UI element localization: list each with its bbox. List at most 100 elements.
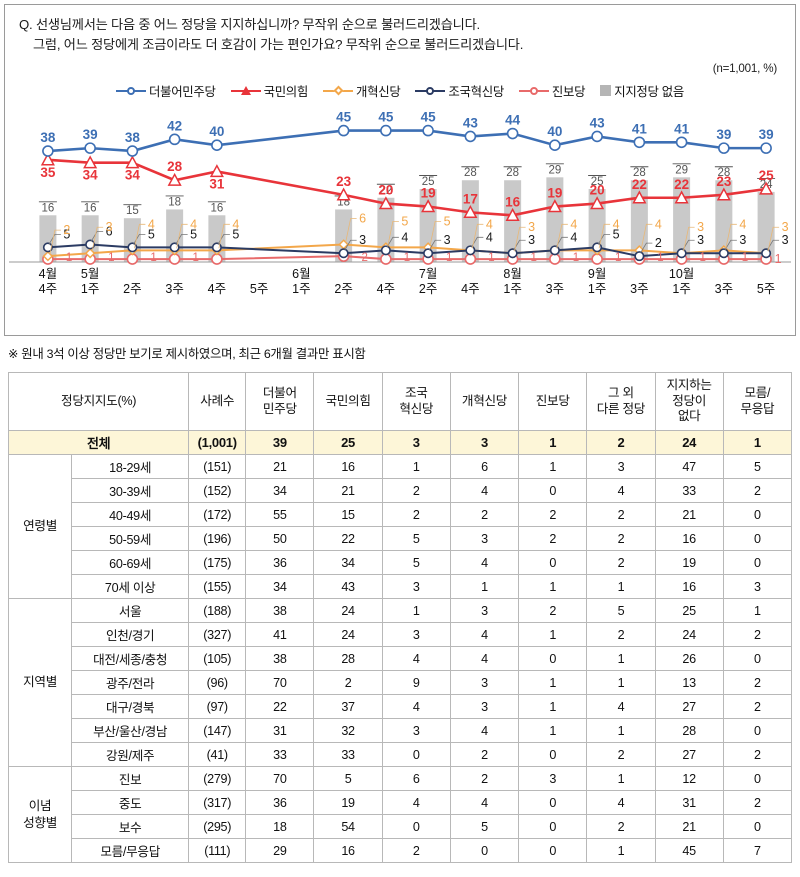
cell-value: 31 [654, 790, 724, 815]
table-body: 전체 (1,001) 39 25 3 3 1 2 24 1 연령별 18-29세 (151) 21 16 1 6… [7, 430, 793, 863]
cell-value: 2 [586, 502, 656, 527]
cell-value: 0 [449, 838, 520, 863]
header-main: 지지하는 [666, 377, 712, 392]
row-label: 중도 [71, 790, 190, 815]
chart-value-label: 41 [632, 121, 648, 136]
question-line-2: 그럼, 어느 정당에게 조금이라도 더 호감이 가는 편인가요? 무작위 순으로… [33, 37, 524, 53]
cell-value: 28 [654, 718, 724, 743]
cell-value: 6 [381, 766, 451, 791]
table-row: 이념 성향별 진보 (279) 70 5 6 2 3 1 12 0 [7, 766, 793, 863]
cell-value: 5 [449, 814, 520, 839]
cell-value: 1 [518, 454, 588, 479]
chart-value-label: 31 [209, 176, 225, 191]
cell-value: 4 [449, 622, 520, 647]
chart-value-label: 1 [66, 252, 72, 264]
chart-value-label: 20 [378, 183, 393, 198]
chart-value-label: 1 [700, 252, 706, 264]
cell-value: 47 [654, 454, 724, 479]
chart-value-label: 3 [739, 233, 746, 247]
cell-value: 2 [586, 622, 656, 647]
chart-value-label: 4 [613, 217, 620, 231]
cell-value: 0 [381, 814, 451, 839]
legend-item-5: 지지정당 없음 [600, 82, 684, 100]
cell-value: 1 [586, 670, 656, 695]
legend-marker-icon [323, 85, 354, 97]
chart-value-label: 19 [547, 185, 562, 200]
chart-value-label: 4 [190, 217, 197, 231]
legend-label: 지지정당 없음 [614, 84, 684, 99]
header-main: 정당지지도(%) [61, 393, 137, 408]
table-row: 60-69세 (175) 36 34 5 4 0 2 19 0 [9, 550, 793, 575]
cell-value: 2 [449, 502, 520, 527]
cell-value: 3 [722, 574, 793, 599]
chart-value-label: 22 [632, 177, 647, 192]
legend-item-3: 조국혁신당 [415, 82, 504, 100]
row-label: 40-49세 [71, 502, 190, 527]
cell-value: 24 [313, 598, 383, 623]
chart-value-label: 3주 [165, 282, 183, 296]
cell-value: 4 [381, 646, 451, 671]
cell-value: 0 [722, 766, 793, 791]
cell-value: 4 [381, 694, 451, 719]
chart-value-label: 2주 [419, 282, 437, 296]
cell-value: 3 [381, 718, 451, 743]
row-cases: (96) [188, 670, 247, 695]
legend-marker-icon [230, 85, 261, 97]
chart-value-label: 3 [359, 233, 366, 247]
row-label: 광주/전라 [71, 670, 190, 695]
legend-label: 진보당 [551, 84, 586, 99]
chart-value-label: 40 [209, 124, 224, 139]
chart-value-label: 5 [148, 227, 155, 241]
cell-value: 18 [245, 814, 315, 839]
legend-marker-icon [518, 85, 549, 97]
header-sub: 다른 정당 [596, 401, 646, 416]
legend-marker-icon [116, 85, 146, 97]
row-cases: (317) [188, 790, 247, 815]
cell-value: 3 [449, 430, 520, 455]
cell-value: 5 [381, 526, 451, 551]
chart-value-label: 10월 [669, 267, 694, 281]
legend-label: 개혁신당 [356, 84, 401, 99]
row-label: 대전/세종/충청 [71, 646, 190, 671]
row-label: 진보 [71, 766, 190, 791]
cell-value: 1 [722, 430, 793, 455]
chart-value-label: 20 [590, 183, 605, 198]
cell-value: 1 [518, 694, 588, 719]
chart-value-label: 3 [528, 220, 535, 234]
chart-value-label: 4 [401, 230, 408, 244]
cell-value: 2 [722, 694, 793, 719]
series-더불어민주당 [42, 124, 772, 157]
chart-plot-area: 1616151816182225282829252829282438393842… [5, 102, 795, 302]
cell-value: 1 [586, 718, 656, 743]
row-label: 50-59세 [71, 526, 190, 551]
cell-value: 21 [245, 454, 315, 479]
col-header-5: 개혁신당 [449, 372, 520, 431]
chart-value-label: 1 [657, 252, 663, 264]
col-header-6: 진보당 [518, 372, 588, 431]
chart-value-label: 3 [528, 233, 535, 247]
row-cases: (151) [188, 454, 247, 479]
chart-value-label: 1 [150, 252, 156, 264]
chart-value-label: 1주 [672, 282, 690, 296]
col-header-4: 조국 혁신당 [381, 372, 451, 431]
cell-value: 16 [654, 526, 724, 551]
chart-value-label: 25 [591, 176, 604, 188]
cell-value: 5 [722, 454, 793, 479]
chart-value-label: 2주 [334, 282, 352, 296]
chart-value-label: 3주 [546, 282, 564, 296]
col-header-2: 더불어 민주당 [245, 372, 315, 431]
chart-value-label: 35 [40, 165, 56, 180]
col-header-3: 국민의힘 [313, 372, 383, 431]
cell-value: 2 [722, 670, 793, 695]
table-row: 30-39세 (152) 34 21 2 4 0 4 33 2 [9, 478, 793, 503]
question-line-1: Q. 선생님께서는 다음 중 어느 정당을 지지하십니까? 무작위 순으로 불러… [19, 17, 480, 32]
cell-value: 1 [518, 718, 588, 743]
cell-value: 5 [381, 550, 451, 575]
cell-value: 0 [722, 502, 793, 527]
chart-value-label: 1 [108, 252, 114, 264]
chart-value-label: 28 [167, 159, 183, 174]
table-row: 연령별 18-29세 (151) 21 16 1 6 1 3 47 5 [7, 454, 793, 599]
legend-item-4: 진보당 [518, 82, 586, 100]
cell-value: 2 [518, 598, 588, 623]
chart-value-label: 4 [148, 217, 155, 231]
